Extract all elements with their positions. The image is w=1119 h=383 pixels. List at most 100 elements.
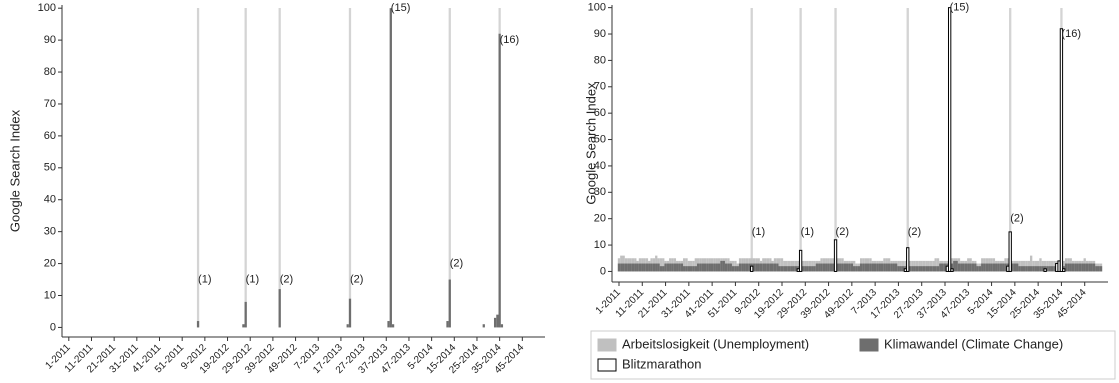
bar bbox=[687, 266, 691, 272]
bar bbox=[722, 260, 725, 272]
highlight-band bbox=[750, 8, 753, 272]
bar bbox=[482, 324, 485, 328]
bar bbox=[645, 263, 649, 272]
bar bbox=[969, 263, 972, 272]
bar bbox=[764, 263, 767, 272]
bar bbox=[785, 266, 788, 272]
legend-swatch bbox=[597, 338, 617, 352]
bar bbox=[997, 263, 1000, 272]
bar bbox=[748, 263, 751, 272]
bar bbox=[780, 258, 784, 272]
bar bbox=[1004, 263, 1007, 272]
bar bbox=[1074, 263, 1077, 272]
bar bbox=[878, 263, 881, 272]
bar bbox=[731, 266, 735, 272]
bar bbox=[242, 324, 245, 328]
bar bbox=[794, 266, 798, 272]
highlight-band bbox=[448, 8, 451, 328]
bar bbox=[936, 266, 940, 272]
bar bbox=[915, 266, 919, 272]
bar bbox=[727, 263, 730, 272]
bar bbox=[678, 263, 681, 272]
bar bbox=[669, 263, 672, 272]
bar bbox=[715, 263, 718, 272]
highlight-band bbox=[906, 8, 909, 272]
bar bbox=[1097, 266, 1100, 272]
legend-swatch bbox=[859, 338, 879, 352]
bar bbox=[1023, 266, 1026, 272]
bar bbox=[1029, 266, 1033, 272]
bar bbox=[1036, 266, 1040, 272]
bar bbox=[906, 247, 910, 272]
bar bbox=[899, 266, 902, 272]
bar bbox=[706, 263, 709, 272]
legend-swatch bbox=[597, 358, 617, 372]
bar bbox=[790, 266, 793, 272]
bar bbox=[1085, 263, 1089, 272]
bar bbox=[1081, 263, 1084, 272]
bar bbox=[843, 263, 847, 272]
bar bbox=[717, 263, 721, 272]
highlight-band bbox=[834, 8, 837, 272]
bar bbox=[1059, 28, 1064, 272]
bar bbox=[496, 314, 499, 328]
bar bbox=[932, 266, 935, 272]
bar bbox=[196, 321, 200, 328]
bar bbox=[448, 279, 451, 328]
bar bbox=[662, 266, 665, 272]
y-tick-label: 30 bbox=[44, 226, 56, 238]
bar bbox=[894, 263, 898, 272]
bar bbox=[829, 263, 833, 272]
bar bbox=[685, 258, 688, 272]
bar bbox=[827, 263, 830, 272]
bar bbox=[498, 33, 501, 328]
annotation: (1) bbox=[801, 226, 814, 238]
bar bbox=[1008, 231, 1012, 272]
bar bbox=[876, 263, 879, 272]
bar bbox=[832, 263, 835, 272]
bar bbox=[1029, 255, 1033, 272]
y-tick-label: 40 bbox=[594, 160, 606, 172]
bar bbox=[787, 266, 791, 272]
bar bbox=[446, 321, 449, 328]
bar bbox=[627, 263, 630, 272]
bar bbox=[871, 263, 874, 272]
bar bbox=[846, 263, 849, 272]
bar bbox=[1071, 263, 1075, 272]
bar bbox=[778, 266, 781, 272]
bar bbox=[811, 266, 814, 272]
bar bbox=[389, 8, 392, 328]
annotation: (2) bbox=[350, 273, 363, 285]
y-tick-label: 100 bbox=[38, 2, 56, 14]
bar bbox=[922, 266, 926, 272]
bar bbox=[925, 266, 928, 272]
annotation: (1) bbox=[198, 273, 211, 285]
bar bbox=[750, 265, 754, 272]
bar bbox=[720, 260, 723, 272]
bar bbox=[694, 266, 697, 272]
bar bbox=[655, 263, 658, 272]
bar bbox=[724, 263, 728, 272]
bar bbox=[620, 263, 623, 272]
bar bbox=[694, 258, 697, 272]
bar bbox=[1095, 266, 1098, 272]
bar bbox=[662, 258, 665, 272]
bar bbox=[683, 266, 686, 272]
bar bbox=[1041, 266, 1044, 272]
annotation: (2) bbox=[280, 273, 293, 285]
bar bbox=[757, 263, 760, 272]
y-tick-label: 10 bbox=[594, 239, 606, 251]
bar bbox=[1088, 263, 1091, 272]
bar bbox=[680, 263, 684, 272]
bar bbox=[657, 263, 660, 272]
bar bbox=[850, 263, 854, 272]
bar bbox=[911, 266, 914, 272]
y-tick-label: 10 bbox=[44, 289, 56, 301]
y-tick-label: 50 bbox=[44, 162, 56, 174]
y-tick-label: 0 bbox=[600, 265, 606, 277]
bar bbox=[1092, 263, 1096, 272]
bar bbox=[1034, 266, 1037, 272]
annotation: (2) bbox=[908, 226, 921, 238]
bar bbox=[1099, 266, 1103, 272]
